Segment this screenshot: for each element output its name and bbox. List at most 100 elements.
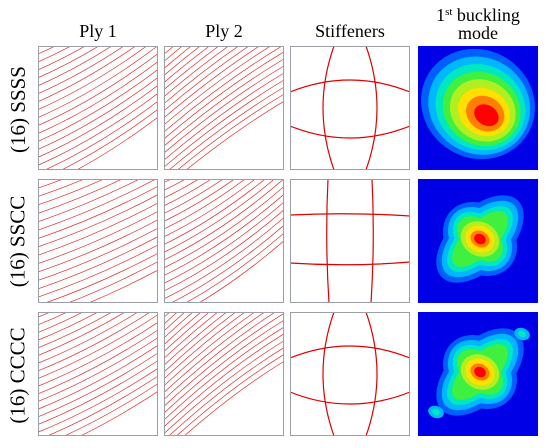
- fiber-path: [38, 46, 137, 103]
- fiber-path: [164, 340, 284, 435]
- fiber-path: [164, 312, 202, 346]
- fiber-path: [184, 232, 284, 303]
- fiber-path: [38, 92, 158, 166]
- buckling-mode-panel-ssss: [418, 46, 538, 170]
- fiber-path: [164, 201, 284, 284]
- fiber-path: [164, 186, 284, 269]
- fiber-path: [170, 224, 284, 303]
- fiber-path: [38, 219, 158, 273]
- fiber-path: [38, 312, 139, 364]
- fiber-path: [46, 375, 158, 436]
- contour-spot: [432, 408, 440, 416]
- fiber-path: [38, 312, 113, 349]
- fiber-path: [164, 312, 276, 400]
- fiber-path: [38, 202, 158, 256]
- fiber-path: [38, 337, 158, 402]
- fiber-path: [38, 46, 86, 71]
- fiber-path-group: [164, 179, 284, 303]
- stiffener-line: [365, 312, 378, 436]
- fiber-path: [164, 46, 250, 112]
- stiffener-line: [290, 213, 410, 217]
- fiber-path: [38, 344, 158, 410]
- fiber-path: [66, 261, 158, 303]
- ply2-panel-cccc: [164, 312, 284, 436]
- fiber-path: [38, 321, 158, 387]
- fiber-path: [38, 46, 113, 87]
- fiber-path: [38, 312, 151, 372]
- column-header-ply1: Ply 1: [79, 21, 117, 41]
- fiber-path: [175, 354, 284, 436]
- fiber-path: [164, 46, 201, 76]
- fiber-path-group: [164, 46, 284, 170]
- fiber-path: [38, 360, 158, 425]
- fiber-path: [75, 116, 158, 170]
- stiffener-line: [365, 46, 378, 170]
- fiber-path: [63, 383, 158, 436]
- ply2-panel-ssss: [164, 46, 284, 170]
- buckling-mode-panel-sscc: [418, 179, 538, 303]
- fiber-path-group: [38, 179, 158, 303]
- fiber-path: [38, 46, 158, 118]
- fiber-path: [164, 312, 237, 373]
- column-header-stiffeners: Stiffeners: [315, 21, 385, 41]
- fiber-path: [38, 61, 158, 134]
- panel-border: [164, 46, 284, 170]
- fiber-path: [38, 179, 65, 189]
- fiber-path: [164, 46, 261, 119]
- fiber-path: [164, 312, 256, 387]
- fiber-path: [38, 179, 157, 231]
- stiffener-line: [326, 179, 330, 303]
- fiber-path-group: [164, 312, 284, 436]
- fiber-path-group: [38, 312, 158, 436]
- fiber-path: [164, 46, 283, 133]
- fiber-path: [164, 312, 246, 380]
- fiber-path: [38, 194, 158, 248]
- fiber-path: [164, 72, 284, 161]
- stiffener-line: [370, 179, 374, 303]
- fiber-path: [38, 53, 158, 126]
- fiber-path: [38, 329, 158, 395]
- fiber-path: [164, 179, 276, 253]
- ply1-panel-cccc: [38, 312, 158, 436]
- fiber-path: [38, 352, 158, 418]
- fiber-path: [164, 179, 284, 261]
- fiber-path: [38, 179, 141, 223]
- column-header-buckling-mode: 1st buckling mode: [416, 6, 540, 42]
- fiber-path: [176, 93, 284, 170]
- fiber-path: [168, 86, 284, 170]
- stiffener-line: [322, 46, 335, 170]
- fiber-path: [164, 312, 186, 332]
- fiber-path: [164, 51, 284, 140]
- fiber-path: [164, 179, 187, 191]
- row-label-cccc: (16) CCCC: [5, 326, 30, 424]
- fiber-path: [38, 76, 158, 150]
- buckling-header-sup: st: [445, 6, 453, 18]
- contour-band: [474, 233, 486, 245]
- fiber-path: [164, 46, 220, 90]
- stiffener-line: [322, 312, 335, 436]
- stiffeners-panel-sscc: [290, 179, 410, 303]
- stiffeners-panel-ssss: [290, 46, 410, 170]
- fiber-path: [164, 179, 246, 230]
- fiber-path: [164, 179, 236, 222]
- fiber-path: [164, 179, 224, 214]
- fiber-path: [164, 326, 284, 421]
- column-header-ply2: Ply 2: [205, 21, 243, 41]
- fiber-path: [164, 58, 284, 147]
- fiber-path: [164, 65, 284, 154]
- contour-spot: [518, 330, 526, 338]
- fiber-path: [87, 269, 158, 303]
- fiber-path-group: [38, 46, 158, 170]
- fiber-path: [38, 367, 158, 433]
- stiffener-line: [290, 261, 410, 266]
- fiber-path: [38, 46, 72, 63]
- buckling-mode-panel-cccc: [418, 312, 538, 436]
- ply1-panel-ssss: [38, 46, 158, 170]
- fiber-path: [38, 236, 158, 290]
- panel-border: [38, 312, 158, 436]
- stiffener-line: [290, 125, 410, 139]
- row-label-ssss: (16) SSSS: [5, 65, 30, 153]
- fiber-path: [38, 244, 158, 298]
- fiber-path: [79, 390, 158, 436]
- fiber-path: [164, 179, 256, 238]
